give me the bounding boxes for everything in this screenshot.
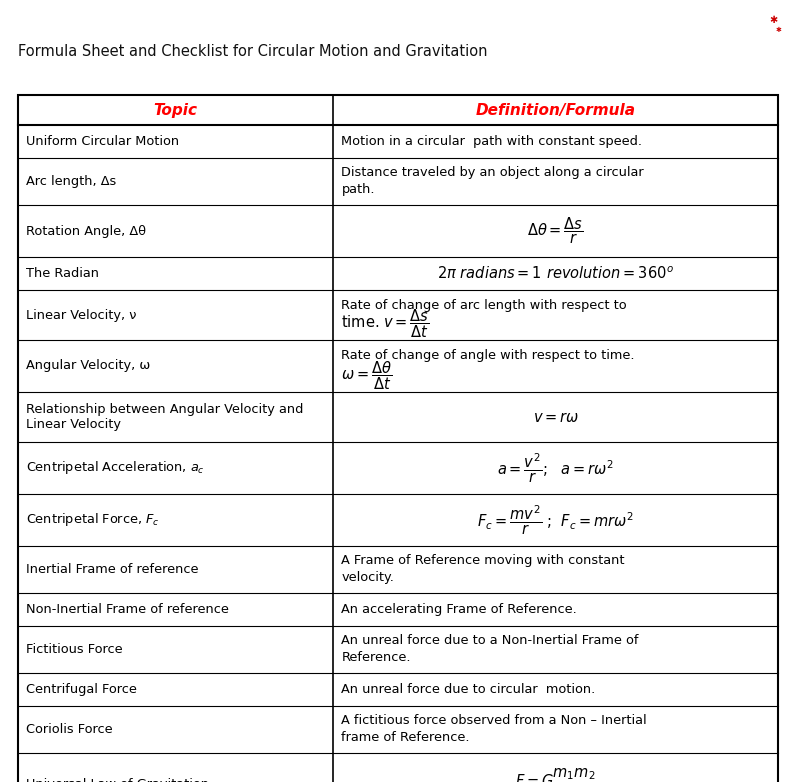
- Text: $\omega = \dfrac{\Delta\theta}{\Delta t}$: $\omega = \dfrac{\Delta\theta}{\Delta t}…: [342, 359, 393, 392]
- Text: A fictitious force observed from a Non – Inertial: A fictitious force observed from a Non –…: [342, 714, 647, 726]
- Text: velocity.: velocity.: [342, 572, 394, 584]
- Text: Non-Inertial Frame of reference: Non-Inertial Frame of reference: [26, 603, 229, 616]
- Text: Distance traveled by an object along a circular: Distance traveled by an object along a c…: [342, 166, 644, 178]
- Text: Centrifugal Force: Centrifugal Force: [26, 683, 137, 696]
- Text: An accelerating Frame of Reference.: An accelerating Frame of Reference.: [342, 603, 577, 616]
- Text: Rate of change of arc length with respect to: Rate of change of arc length with respec…: [342, 299, 627, 311]
- Text: Uniform Circular Motion: Uniform Circular Motion: [26, 135, 179, 148]
- Text: Centripetal Acceleration, $a_c$: Centripetal Acceleration, $a_c$: [26, 460, 205, 476]
- Text: ✱: ✱: [769, 15, 777, 25]
- Text: path.: path.: [342, 184, 375, 196]
- Text: Angular Velocity, ω: Angular Velocity, ω: [26, 360, 150, 372]
- Text: $F_c = \dfrac{mv^2}{r}$ ;  $F_c = mr\omega^2$: $F_c = \dfrac{mv^2}{r}$ ; $F_c = mr\omeg…: [478, 504, 634, 536]
- Text: Coriolis Force: Coriolis Force: [26, 723, 113, 736]
- Text: The Radian: The Radian: [26, 267, 99, 280]
- Text: An unreal force due to circular  motion.: An unreal force due to circular motion.: [342, 683, 596, 696]
- Text: Linear Velocity, ν: Linear Velocity, ν: [26, 309, 137, 321]
- Text: A Frame of Reference moving with constant: A Frame of Reference moving with constan…: [342, 554, 625, 567]
- Text: Arc length, Δs: Arc length, Δs: [26, 175, 116, 188]
- Text: Fictitious Force: Fictitious Force: [26, 643, 122, 656]
- Text: $2\pi\ \mathit{radians} = 1\ \mathit{revolution} = 360^{o}$: $2\pi\ \mathit{radians} = 1\ \mathit{rev…: [438, 265, 674, 282]
- Text: Reference.: Reference.: [342, 651, 411, 665]
- Text: Definition/Formula: Definition/Formula: [476, 102, 636, 117]
- Text: Formula Sheet and Checklist for Circular Motion and Gravitation: Formula Sheet and Checklist for Circular…: [18, 45, 487, 59]
- Text: Rate of change of angle with respect to time.: Rate of change of angle with respect to …: [342, 349, 635, 362]
- Text: Linear Velocity: Linear Velocity: [26, 418, 121, 431]
- Text: $a = \dfrac{v^2}{r}$;   $a = r\omega^2$: $a = \dfrac{v^2}{r}$; $a = r\omega^2$: [497, 451, 614, 485]
- Text: Inertial Frame of reference: Inertial Frame of reference: [26, 563, 198, 576]
- Text: frame of Reference.: frame of Reference.: [342, 731, 470, 744]
- Text: Rotation Angle, Δθ: Rotation Angle, Δθ: [26, 224, 146, 238]
- Text: $F = G\dfrac{m_1 m_2}{r^2}$: $F = G\dfrac{m_1 m_2}{r^2}$: [514, 766, 597, 782]
- Text: ✱: ✱: [776, 27, 782, 33]
- Text: time. $v = \dfrac{\Delta s}{\Delta t}$: time. $v = \dfrac{\Delta s}{\Delta t}$: [342, 308, 430, 340]
- Text: Relationship between Angular Velocity and: Relationship between Angular Velocity an…: [26, 403, 303, 416]
- Text: An unreal force due to a Non-Inertial Frame of: An unreal force due to a Non-Inertial Fr…: [342, 633, 639, 647]
- Text: Centripetal Force, $F_c$: Centripetal Force, $F_c$: [26, 511, 160, 529]
- Text: Motion in a circular  path with constant speed.: Motion in a circular path with constant …: [342, 135, 642, 148]
- Text: Topic: Topic: [154, 102, 198, 117]
- Text: $\Delta\theta = \dfrac{\Delta s}{r}$: $\Delta\theta = \dfrac{\Delta s}{r}$: [527, 216, 584, 246]
- Text: $v = r\omega$: $v = r\omega$: [533, 410, 579, 425]
- Text: Universal Law of Gravitation: Universal Law of Gravitation: [26, 777, 209, 782]
